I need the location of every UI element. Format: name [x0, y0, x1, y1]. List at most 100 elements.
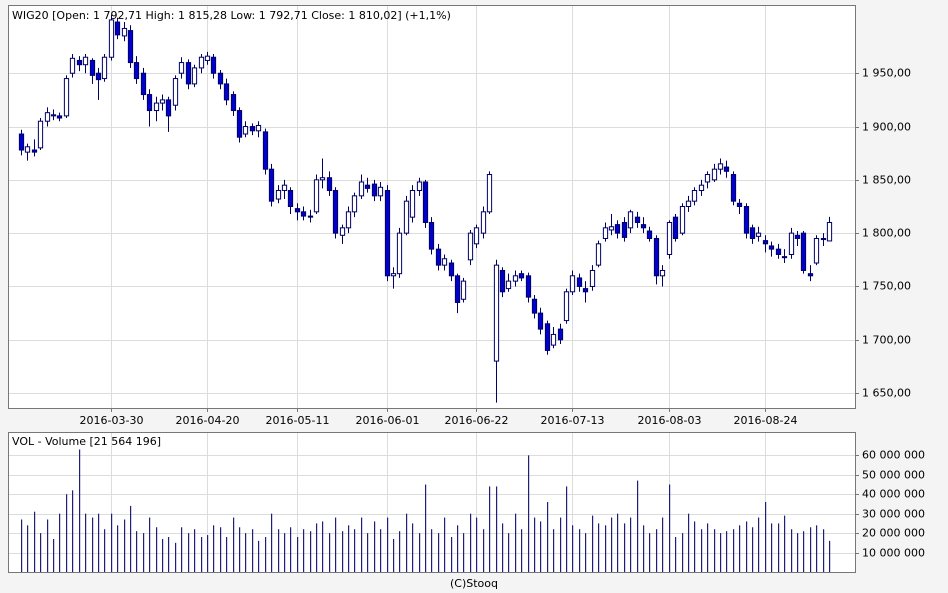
candle-body — [204, 55, 211, 61]
candle-body — [371, 183, 378, 197]
volume-bar — [425, 484, 427, 572]
x-tick-label: 2016-08-03 — [638, 414, 702, 427]
volume-bar — [239, 527, 241, 572]
volume-bar — [278, 529, 280, 572]
candle-body — [512, 275, 519, 282]
x-tick-label: 2016-04-20 — [176, 414, 240, 427]
volume-bar — [124, 519, 126, 572]
volume-bar — [547, 502, 549, 572]
y-tick-label: 30 000 000 — [862, 508, 925, 521]
volume-bar — [572, 525, 574, 572]
volume-bar — [66, 494, 68, 572]
volume-bar — [816, 525, 818, 572]
candle-body — [198, 56, 205, 69]
candle-body — [537, 312, 544, 330]
candle-body — [589, 269, 596, 287]
y-tick-label: 10 000 000 — [862, 547, 925, 560]
candle-body — [486, 174, 493, 213]
volume-bar — [316, 523, 318, 572]
candle-body — [127, 30, 134, 64]
volume-bar — [335, 517, 337, 572]
volume-bar — [181, 527, 183, 572]
volume-bar — [585, 533, 587, 572]
volume-bar — [566, 486, 568, 572]
candle-body — [460, 280, 467, 300]
marks-layer — [18, 14, 833, 572]
volume-bar — [233, 517, 235, 572]
candle-body — [140, 72, 147, 96]
volume-bar — [592, 515, 594, 572]
volume-bar — [579, 529, 581, 572]
volume-bar — [457, 525, 459, 572]
candle-body — [736, 202, 743, 208]
candle-body — [403, 200, 410, 234]
volume-bar — [354, 529, 356, 572]
candle-body — [377, 186, 384, 197]
volume-bar — [496, 486, 498, 572]
volume-bar — [271, 513, 273, 572]
candle-body — [165, 99, 172, 117]
candle-body — [698, 184, 705, 192]
volume-bar — [393, 538, 395, 572]
candle-body — [37, 120, 44, 149]
volume-bar — [310, 531, 312, 572]
volume-bar — [156, 527, 158, 572]
candle-body — [711, 168, 718, 181]
volume-bar — [213, 525, 215, 572]
candle-body — [435, 248, 442, 266]
volume-bar — [380, 529, 382, 572]
volume-bar — [508, 533, 510, 572]
y-tick-label: 1 700,00 — [862, 334, 911, 347]
candle-body — [800, 232, 807, 271]
candle-body — [454, 275, 461, 303]
volume-bar — [201, 537, 203, 572]
candle-body — [307, 215, 314, 218]
candle-body — [582, 288, 589, 293]
volume-bar — [528, 455, 530, 572]
candle-body — [236, 110, 243, 138]
candle-body — [788, 232, 795, 255]
volume-bar — [168, 537, 170, 572]
volume-bar — [746, 521, 748, 572]
x-tick-label: 2016-07-13 — [541, 414, 605, 427]
candle-body — [525, 275, 532, 298]
volume-bar — [175, 542, 177, 572]
volume-bar — [451, 537, 453, 572]
candle-body — [275, 190, 282, 200]
candle-body — [18, 133, 25, 151]
volume-bar — [419, 533, 421, 572]
candle-body — [358, 181, 365, 197]
candle-body — [416, 181, 423, 192]
candle-body — [262, 131, 269, 170]
candle-body — [249, 126, 256, 132]
candle-body — [172, 78, 179, 106]
candle-body — [826, 221, 833, 242]
volume-bar — [342, 531, 344, 572]
candle-body — [210, 56, 217, 74]
candle-body — [672, 216, 679, 239]
x-tick-label: 2016-05-11 — [266, 414, 330, 427]
candle-body — [422, 181, 429, 223]
volume-bar — [98, 513, 100, 572]
candle-body — [704, 174, 711, 183]
candle-body — [114, 21, 121, 36]
y-tick-label: 1 750,00 — [862, 280, 911, 293]
volume-bar — [829, 540, 831, 572]
candle-body — [730, 174, 737, 202]
footer: (C)Stooq — [450, 577, 498, 590]
volume-bar — [714, 529, 716, 572]
y-tick-label: 1 800,00 — [862, 227, 911, 240]
volume-bar — [765, 502, 767, 572]
x-tick-label: 2016-08-24 — [734, 414, 798, 427]
y-tick-label: 1 850,00 — [862, 174, 911, 187]
candle-body — [217, 72, 224, 85]
volume-bar — [245, 533, 247, 572]
volume-bar — [79, 449, 81, 572]
volume-bar — [104, 529, 106, 572]
candle-body — [223, 83, 230, 101]
volume-bar — [701, 529, 703, 572]
volume-bar — [444, 517, 446, 572]
candle-body — [749, 227, 756, 239]
volume-bar — [624, 523, 626, 572]
volume-bar — [733, 529, 735, 572]
